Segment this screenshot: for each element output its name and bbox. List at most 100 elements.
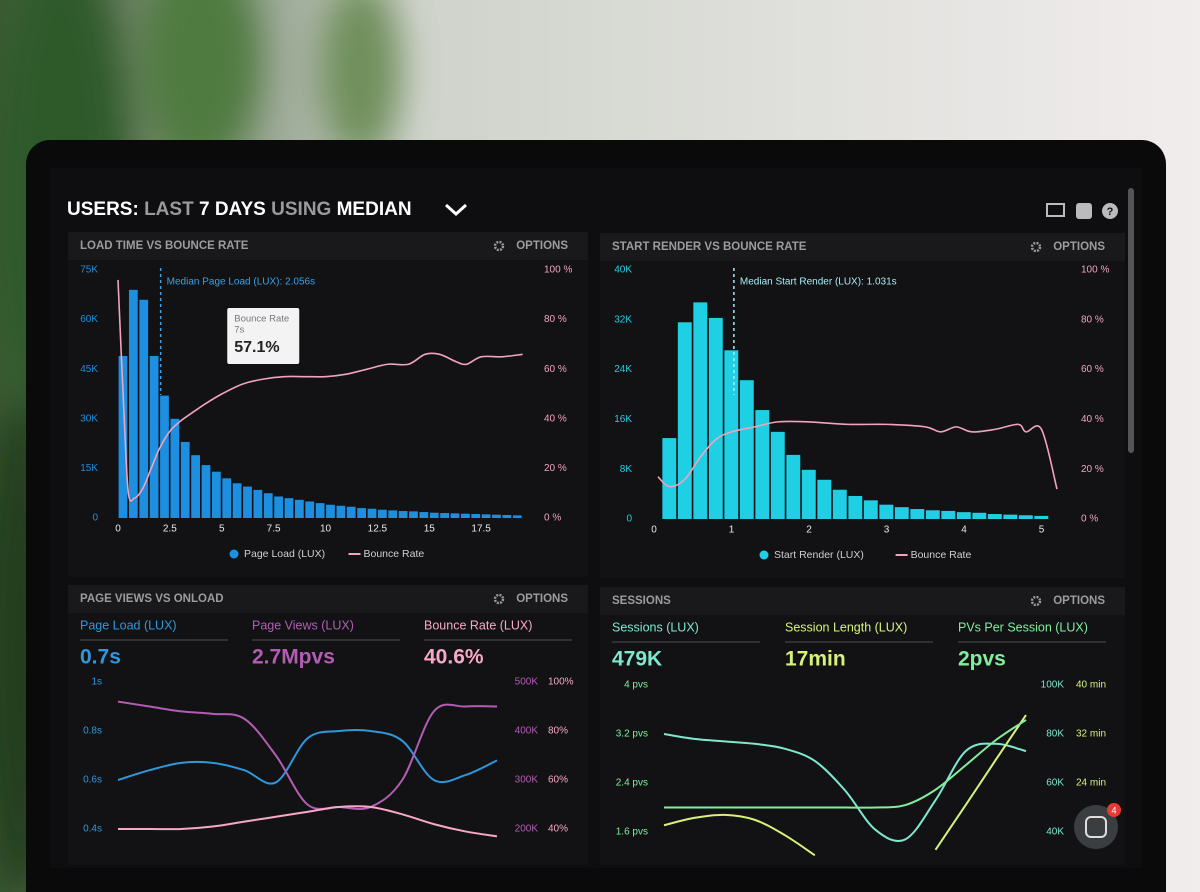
legend-label[interactable]: Start Render (LUX) <box>774 549 864 561</box>
histogram-bar <box>211 471 221 518</box>
histogram-bar <box>253 489 263 518</box>
y-tick-label: 1.6 pvs <box>616 827 648 838</box>
histogram-bar <box>801 469 816 519</box>
histogram-bar <box>450 513 460 518</box>
histogram-bar <box>222 478 232 518</box>
y-tick-label: 24K <box>614 364 632 375</box>
chart-panel: LOAD TIME VS BOUNCE RATE OPTIONS 0 15K 30K 45… <box>68 232 588 577</box>
y2-tick-label: 100K <box>1041 680 1065 691</box>
histogram-bar <box>502 515 512 518</box>
x-tick-label: 3 <box>884 525 890 536</box>
kpi-value: 479K <box>612 648 662 671</box>
y2-tick-label: 500K <box>515 677 539 688</box>
title-part: USING <box>271 199 331 220</box>
histogram-bar <box>398 511 408 518</box>
histogram-bar <box>941 510 956 519</box>
y2-tick-label: 60 % <box>544 364 567 375</box>
histogram-bar <box>755 410 770 519</box>
tooltip-x: 7s <box>234 325 244 336</box>
y-tick-label: 8K <box>620 464 633 475</box>
y-tick-label: 16K <box>614 414 632 425</box>
chat-icon <box>1085 816 1107 838</box>
histogram-bar <box>972 512 987 519</box>
histogram-bar <box>739 380 754 519</box>
y-tick-label: 0.6s <box>83 775 102 786</box>
options-icon <box>1030 241 1042 253</box>
histogram-bar <box>419 512 429 518</box>
chat-badge-count: 4 <box>1111 805 1116 815</box>
series-line <box>118 805 498 838</box>
kpi-value: 2pvs <box>958 648 1006 671</box>
histogram-bar <box>160 395 169 518</box>
legend-swatch <box>759 550 769 560</box>
y-tick-label: 60K <box>80 314 98 325</box>
y3-tick-label: 32 min <box>1076 729 1106 740</box>
legend-label[interactable]: Bounce Rate <box>364 548 425 560</box>
series-line <box>117 728 498 785</box>
options-button[interactable]: OPTIONS <box>516 593 568 605</box>
legend-label[interactable]: Page Load (LUX) <box>244 548 325 560</box>
chat-badge <box>1107 803 1121 817</box>
histogram-bar <box>471 514 481 518</box>
x-tick-label: 5 <box>1039 525 1045 536</box>
histogram-bar <box>724 350 739 519</box>
histogram-bar <box>910 509 925 519</box>
median-label: Median Start Render (LUX): 1.031s <box>740 277 897 288</box>
y2-tick-label: 20 % <box>544 463 567 474</box>
panel-title: START RENDER VS BOUNCE RATE <box>612 241 807 253</box>
y3-tick-label: 80% <box>548 726 568 737</box>
histogram-bar <box>326 504 335 518</box>
panel-header <box>68 232 588 260</box>
y2-tick-label: 300K <box>515 775 539 786</box>
y3-tick-label: 40 min <box>1076 680 1106 691</box>
dashboard-title[interactable]: USERS: LAST 7 DAYS USING MEDIAN <box>67 199 412 220</box>
y-tick-label: 15K <box>80 463 98 474</box>
dropdown-arrow[interactable] <box>444 203 468 217</box>
histogram-bar <box>848 495 863 519</box>
histogram-bar <box>149 355 159 518</box>
x-tick-label: 12.5 <box>368 524 388 535</box>
chat-button[interactable] <box>1074 805 1118 849</box>
histogram-bar <box>1003 514 1018 519</box>
x-tick-label: 4 <box>961 525 967 536</box>
histogram-bar <box>817 479 832 519</box>
chat-widget[interactable]: 4 <box>1074 803 1121 849</box>
y-tick-label: 0.4s <box>83 824 102 835</box>
kpi-label: Session Length (LUX) <box>785 620 907 634</box>
histogram-bar <box>1018 515 1033 519</box>
options-icon <box>1030 595 1042 607</box>
y2-tick-label: 80 % <box>544 314 567 325</box>
help-icon[interactable] <box>1102 203 1118 219</box>
histogram-bar <box>118 355 128 518</box>
options-button[interactable]: OPTIONS <box>516 240 568 252</box>
tooltip-value: 57.1% <box>234 339 279 356</box>
scrollbar[interactable] <box>1128 188 1134 453</box>
legend-swatch <box>229 549 239 559</box>
y3-tick-label: 60% <box>548 775 568 786</box>
monitor-icon[interactable] <box>1046 203 1065 217</box>
y-tick-label: 45K <box>80 364 98 375</box>
histogram-bar <box>677 322 692 519</box>
options-button[interactable]: OPTIONS <box>1053 241 1105 253</box>
histogram-bar <box>440 513 449 518</box>
x-tick-label: 7.5 <box>267 524 281 535</box>
kpi-label: Bounce Rate (LUX) <box>424 618 532 632</box>
share-icon[interactable] <box>1076 203 1092 219</box>
tooltip-box <box>227 308 300 364</box>
legend-label[interactable]: Bounce Rate <box>911 549 972 561</box>
panel-header <box>600 233 1125 261</box>
kpi-label: PVs Per Session (LUX) <box>958 620 1088 634</box>
histogram-bar <box>481 514 491 518</box>
x-tick-label: 0 <box>651 525 657 536</box>
title-part: USERS: <box>67 199 139 220</box>
histogram-bar <box>894 507 909 519</box>
plot-area <box>117 700 498 838</box>
x-tick-label: 15 <box>424 524 436 535</box>
options-button[interactable]: OPTIONS <box>1053 595 1105 607</box>
y3-tick-label: 100% <box>548 677 574 688</box>
y3-tick-label: 24 min <box>1076 778 1106 789</box>
histogram-bar <box>305 501 315 518</box>
y-tick-label: 75K <box>80 265 98 276</box>
y-tick-label: 0 <box>626 514 632 525</box>
